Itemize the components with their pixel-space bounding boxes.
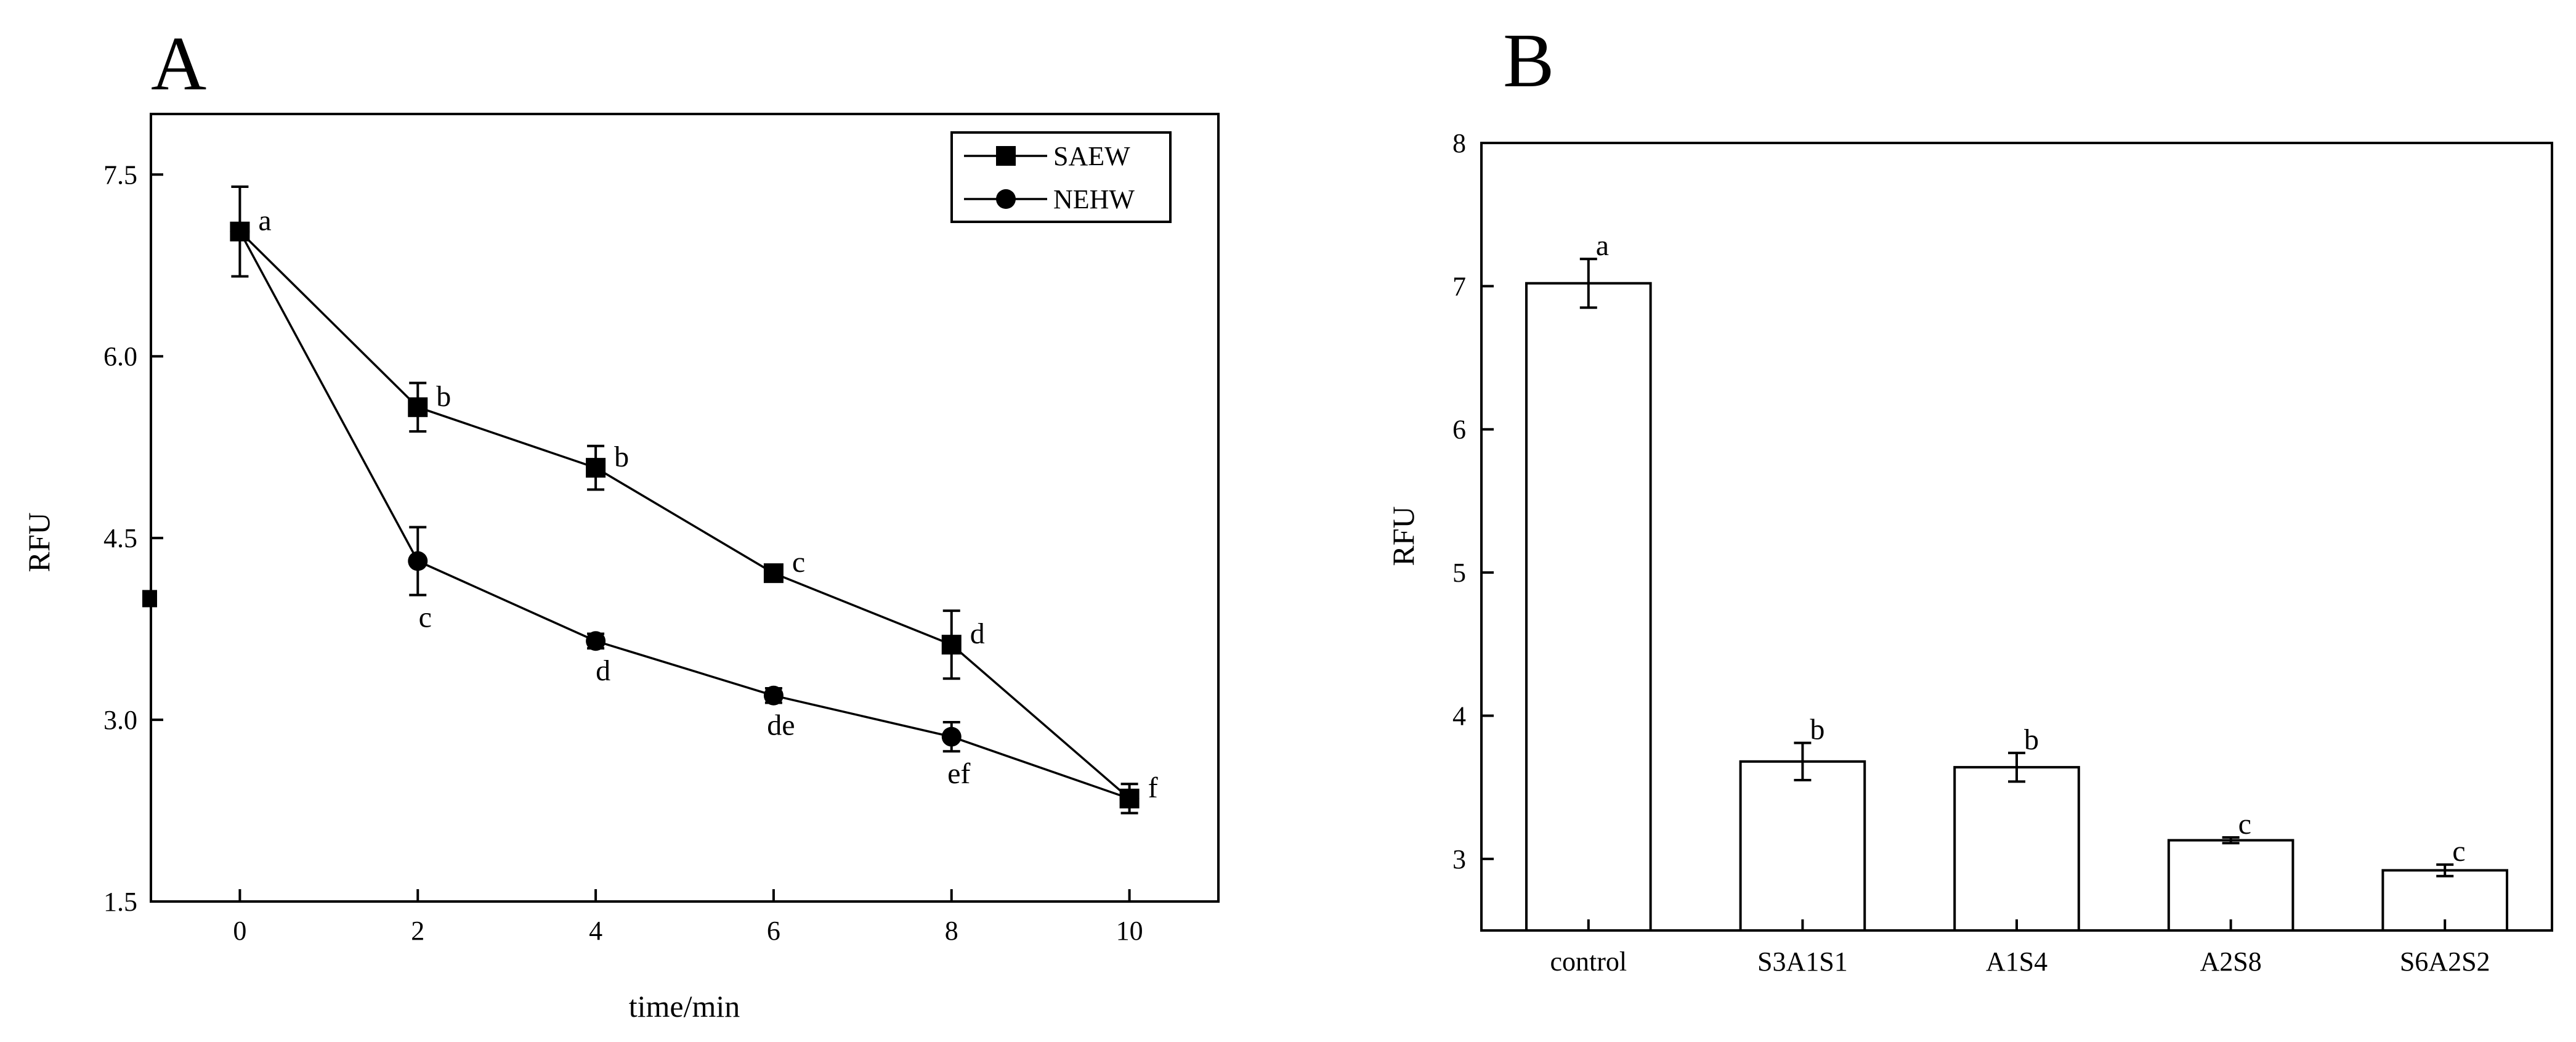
significance-label: f [1148, 771, 1158, 804]
panel-b-bars: control a S3A1S1 b A1S4 b A2S8 c S6A2S2 c [1525, 229, 2509, 977]
data-point-saew [408, 397, 428, 417]
significance-label: d [596, 654, 610, 687]
data-point-nehw [1119, 788, 1140, 808]
bar-a2s8 [2167, 839, 2295, 932]
x-tick-label: A2S8 [2200, 946, 2261, 977]
significance-label: a [1596, 229, 1609, 262]
x-tick-label: 8 [945, 916, 958, 946]
significance-label: b [614, 441, 629, 473]
x-tick-label: 10 [1116, 916, 1143, 946]
significance-label: b [436, 380, 451, 413]
stray-marker [142, 590, 157, 608]
x-tick-label: A1S4 [1986, 946, 2047, 977]
panel-a-series: a b b c d f c d de ef [142, 185, 1158, 815]
series-line-nehw [238, 230, 1130, 800]
significance-label: c [419, 601, 432, 634]
y-tick-label: 6 [1452, 415, 1466, 445]
data-point-nehw [408, 551, 428, 571]
significance-label: d [970, 617, 985, 650]
data-point-nehw [941, 727, 962, 747]
x-tick-label: 0 [233, 916, 246, 946]
series-line-saew [239, 230, 1130, 800]
y-tick-label: 7 [1452, 271, 1466, 301]
x-tick-label: 4 [589, 916, 602, 946]
x-tick-label: 2 [411, 916, 424, 946]
significance-label: ef [947, 757, 970, 790]
significance-label: b [2024, 723, 2039, 756]
y-tick-label: 4 [1452, 701, 1466, 731]
data-point-saew [763, 563, 784, 584]
x-tick-label: S6A2S2 [2400, 946, 2490, 977]
y-tick-label: 3 [1452, 844, 1466, 874]
bar-control [1525, 282, 1652, 932]
data-point-nehw [586, 631, 606, 651]
panel-a-y-ticks: 1.5 3.0 4.5 6.0 7.5 [103, 160, 163, 917]
significance-label: c [2238, 808, 2251, 841]
y-tick-label: 5 [1452, 558, 1466, 588]
panel-a: A RFU time/min 1.5 3.0 4.5 6.0 7.5 0 2 4 6 8 10 a… [22, 22, 1220, 1024]
bar-a1s4 [1953, 766, 2080, 932]
significance-label: b [1810, 714, 1825, 746]
y-tick-label: 4.5 [103, 523, 137, 553]
x-tick-label: control [1550, 946, 1627, 977]
panel-b-y-axis-title: RFU [1386, 506, 1420, 566]
x-tick-label: 6 [767, 916, 780, 946]
data-point-saew [941, 635, 962, 655]
panel-a-x-ticks: 0 2 4 6 8 10 [233, 889, 1143, 946]
panel-a-y-axis-title: RFU [22, 512, 56, 572]
data-point-nehw [230, 221, 250, 242]
panel-a-x-axis-title: time/min [629, 989, 740, 1024]
significance-label: c [2452, 835, 2465, 868]
panel-a-legend: SAEW NEHW [950, 131, 1172, 223]
legend-box [950, 131, 1172, 223]
data-point-saew [586, 458, 606, 478]
x-tick-label: S3A1S1 [1757, 946, 1848, 977]
legend-label-nehw: NEHW [1053, 184, 1135, 214]
bar-s3a1s1 [1739, 760, 1866, 932]
y-tick-label: 1.5 [103, 887, 137, 917]
legend-square-marker-icon [996, 146, 1016, 166]
y-tick-label: 7.5 [103, 160, 137, 190]
panel-b: B RFU 3 4 5 6 7 8 control a S3A1S1 b A1S4 b A2S8 c S6… [1386, 18, 2553, 977]
significance-label: de [767, 709, 795, 742]
y-tick-label: 3.0 [103, 705, 137, 735]
y-tick-label: 6.0 [103, 341, 137, 372]
panel-a-plot-frame [150, 113, 1220, 903]
y-tick-label: 8 [1452, 128, 1466, 158]
legend-circle-marker-icon [996, 189, 1016, 209]
significance-label: c [792, 546, 805, 579]
legend-label-saew: SAEW [1053, 141, 1130, 171]
significance-label: a [258, 205, 271, 237]
panel-b-y-ticks: 3 4 5 6 7 8 [1452, 128, 1494, 874]
panel-a-letter: A [151, 22, 206, 107]
panel-b-letter: B [1503, 18, 1554, 104]
data-point-nehw [763, 685, 784, 706]
